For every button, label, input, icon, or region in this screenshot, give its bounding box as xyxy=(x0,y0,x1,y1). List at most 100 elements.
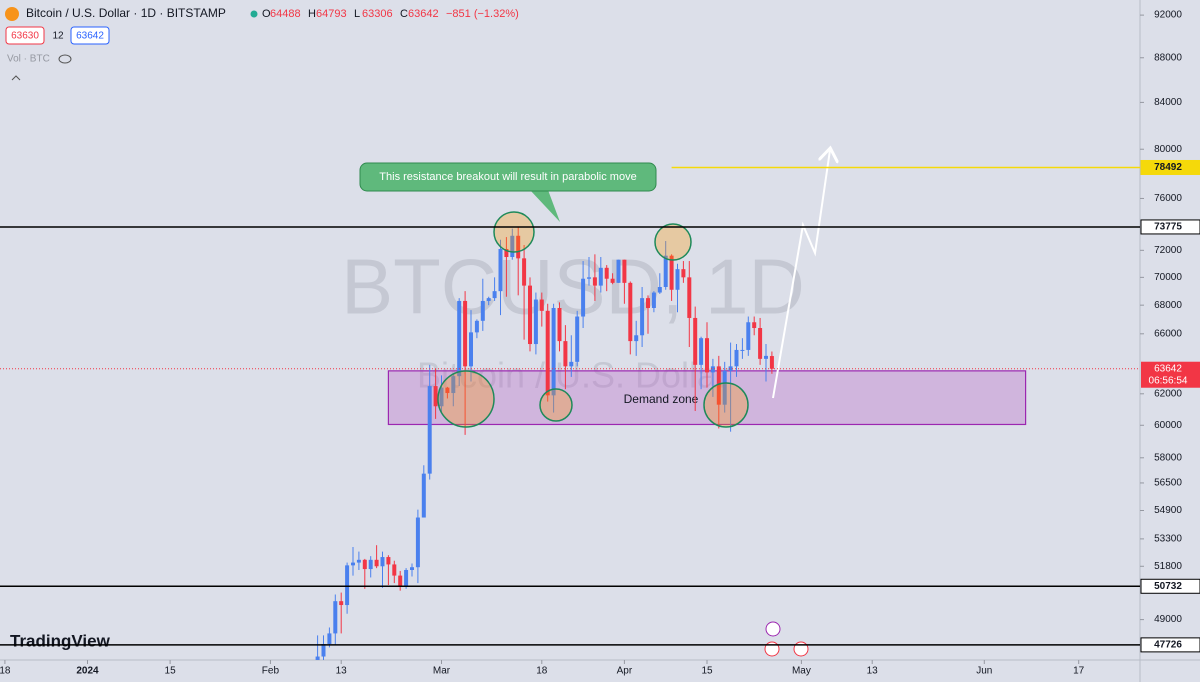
candle-body xyxy=(463,300,468,367)
candle-body xyxy=(563,341,568,367)
level-tag xyxy=(1140,578,1200,594)
candle-body xyxy=(699,338,704,365)
y-tick-label: 76000 xyxy=(1154,193,1182,204)
candle-body xyxy=(445,387,450,394)
x-tick-label: 18 xyxy=(0,666,11,677)
candle-body xyxy=(551,307,556,396)
bid-box[interactable] xyxy=(5,26,45,45)
candle-body xyxy=(410,567,414,570)
candle-body xyxy=(728,366,733,371)
candle-body xyxy=(345,565,350,606)
watermark-symbol: BTCUSD, 1D xyxy=(341,243,805,331)
candle-body xyxy=(705,338,709,373)
candle-body xyxy=(669,255,674,290)
level-tag xyxy=(1140,159,1200,175)
candle-body xyxy=(657,286,662,293)
ohlc-label: H xyxy=(308,8,316,20)
candle-body xyxy=(752,322,757,329)
candle-body xyxy=(433,386,438,407)
last-price-label: 63642 xyxy=(1154,363,1182,374)
x-tick-label: 18 xyxy=(536,666,548,677)
y-tick-label: 49000 xyxy=(1154,614,1182,625)
level-label: 73775 xyxy=(1154,222,1182,233)
candle-body xyxy=(628,282,633,342)
event-icon[interactable] xyxy=(764,641,780,657)
candle-body xyxy=(522,258,527,286)
candle-body xyxy=(616,259,621,283)
callout-pointer xyxy=(530,190,560,222)
candle-body xyxy=(769,356,774,369)
candle-body xyxy=(510,235,515,258)
volume-label: Vol · BTC xyxy=(7,54,50,65)
candle-body xyxy=(581,278,586,317)
candle-body xyxy=(374,559,379,567)
x-tick-label: 15 xyxy=(165,666,177,677)
candle-body xyxy=(687,277,692,318)
candle-body xyxy=(386,557,391,565)
level-tag xyxy=(1140,219,1200,235)
x-tick-label: Apr xyxy=(617,666,633,677)
highlight-circle xyxy=(437,370,495,428)
x-tick-label: 17 xyxy=(1073,666,1085,677)
symbol-icon xyxy=(5,7,19,21)
countdown: 06:56:54 xyxy=(1149,375,1188,386)
candle-body xyxy=(693,317,698,365)
candle-body xyxy=(315,656,320,660)
candle-body xyxy=(722,370,727,405)
candle-body xyxy=(758,328,763,359)
candle-body xyxy=(592,277,597,286)
plot-area: BTCUSD, 1D Bitcoin / U.S. Dollar Demand … xyxy=(315,150,1027,660)
status-dot xyxy=(250,10,258,18)
change: −851 (−1.32%) xyxy=(446,8,519,20)
brand-logo: TradingView xyxy=(10,631,111,650)
x-tick-label: Jun xyxy=(976,666,992,677)
candle-body xyxy=(398,575,403,586)
ask-box[interactable] xyxy=(70,26,110,45)
x-tick-label: 13 xyxy=(336,666,348,677)
candle-body xyxy=(339,601,344,606)
candle-body xyxy=(716,366,721,405)
y-tick-label: 66000 xyxy=(1154,328,1182,339)
candle-body xyxy=(604,267,609,279)
x-tick-label: Feb xyxy=(262,666,280,677)
ohlc-label: L xyxy=(354,8,360,20)
ohlc-value: 63306 xyxy=(362,8,393,20)
hide-icon[interactable] xyxy=(58,54,72,64)
candle-body xyxy=(404,569,409,586)
candle-body xyxy=(575,316,580,362)
x-tick-label: 13 xyxy=(867,666,879,677)
event-icon[interactable] xyxy=(793,641,809,657)
y-tick-label: 68000 xyxy=(1154,300,1182,311)
candle-body xyxy=(421,473,426,518)
x-tick-label: May xyxy=(792,666,811,677)
symbol-title: Bitcoin / U.S. Dollar · 1D · BITSTAMP xyxy=(26,6,226,20)
candle-body xyxy=(486,298,491,301)
ohlc-value: 64793 xyxy=(316,8,347,20)
candle-body xyxy=(356,559,361,563)
candle-body xyxy=(504,248,509,258)
ohlc-value: 64488 xyxy=(270,8,301,20)
x-tick-label: 15 xyxy=(701,666,713,677)
y-tick-label: 88000 xyxy=(1154,52,1182,63)
candle-body xyxy=(533,299,538,345)
y-tick-label: 56500 xyxy=(1154,478,1182,489)
candle-body xyxy=(528,285,532,345)
candle-body xyxy=(764,355,768,359)
collapse-icon[interactable] xyxy=(11,75,21,81)
candle-body xyxy=(557,307,562,342)
candle-body xyxy=(516,235,521,259)
candle-body xyxy=(610,278,615,283)
level-tag xyxy=(1140,637,1200,653)
candle-body xyxy=(545,310,550,396)
candle-body xyxy=(587,277,591,279)
y-tick-label: 51800 xyxy=(1154,561,1182,572)
candle-body xyxy=(569,361,574,367)
last-price-tag xyxy=(1141,361,1200,388)
candle-body xyxy=(734,349,739,367)
candle-body xyxy=(640,298,645,336)
bid: 63630 xyxy=(11,31,39,42)
event-icon[interactable] xyxy=(765,621,781,637)
candle-body xyxy=(646,298,650,308)
